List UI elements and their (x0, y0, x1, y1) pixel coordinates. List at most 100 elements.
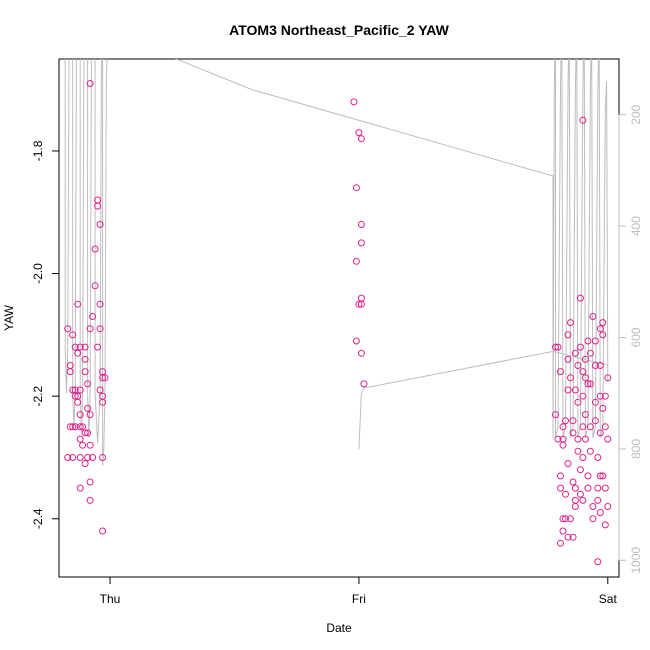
data-point (571, 503, 579, 510)
data-point (84, 454, 92, 461)
data-point (357, 239, 365, 247)
data-point (360, 380, 368, 388)
data-point (357, 300, 365, 308)
data-point (594, 496, 602, 504)
data-point (584, 484, 592, 492)
data-point (604, 374, 612, 382)
data-point (76, 423, 84, 431)
data-point (64, 325, 72, 333)
right-axis: 200 400 600 800 1000 (618, 104, 643, 574)
data-point (586, 447, 594, 455)
data-point (601, 423, 609, 431)
data-point (589, 503, 597, 510)
data-point (71, 343, 79, 351)
plot-border (58, 58, 620, 578)
data-point (562, 515, 569, 523)
data-point (594, 454, 602, 461)
data-point (557, 484, 564, 492)
data-point (81, 429, 89, 437)
data-point (79, 441, 87, 449)
data-point (591, 417, 599, 425)
data-point (584, 472, 592, 480)
y-tick-label: -1.8 (31, 140, 45, 161)
data-point (557, 472, 564, 480)
data-point (552, 411, 559, 419)
data-point (584, 337, 592, 345)
data-point (86, 478, 94, 486)
data-point (569, 417, 577, 425)
plot-frame (58, 58, 620, 578)
data-point (74, 300, 82, 308)
data-point (84, 429, 92, 437)
data-point (579, 454, 587, 461)
data-point (579, 116, 587, 124)
data-point (589, 313, 597, 320)
right-axis-tick-label: 800 (629, 439, 643, 459)
data-point (81, 343, 89, 351)
data-point (74, 349, 82, 357)
data-point (94, 196, 102, 204)
data-point (554, 343, 562, 351)
data-point (71, 392, 79, 400)
chart-title: ATOM3 Northeast_Pacific_2 YAW (229, 22, 449, 38)
data-point (564, 331, 572, 339)
data-point (596, 362, 604, 369)
data-point (576, 343, 584, 351)
data-point (589, 515, 597, 523)
data-point (76, 454, 84, 461)
x-tick-label: Sat (599, 592, 618, 606)
data-point (571, 349, 579, 357)
data-point (576, 466, 584, 474)
right-axis-tick-label: 1000 (629, 547, 643, 574)
data-point (96, 386, 104, 394)
depth-line-1 (64, 59, 609, 466)
data-point (564, 355, 572, 363)
data-point (562, 417, 569, 425)
data-point (76, 411, 84, 419)
data-point (586, 423, 594, 431)
y-tick-label: -2.4 (31, 508, 45, 529)
data-point (581, 411, 589, 419)
data-point (69, 423, 77, 431)
data-point (94, 343, 102, 351)
x-axis-label: Date (326, 621, 352, 635)
data-point (564, 460, 572, 468)
right-axis-tick-label: 200 (629, 104, 643, 124)
data-point (357, 135, 365, 143)
data-point (91, 245, 99, 253)
data-point (96, 300, 104, 308)
data-point (564, 386, 572, 394)
data-point (594, 558, 602, 566)
data-point (567, 319, 574, 327)
y-axis: -2.4 -2.2 -2.0 -1.8 (31, 140, 60, 529)
data-point (99, 374, 107, 382)
data-point (559, 515, 567, 523)
data-point (567, 374, 574, 382)
data-point (574, 398, 582, 406)
data-point (74, 398, 82, 406)
data-point (596, 325, 604, 333)
data-point (574, 362, 582, 369)
data-point (89, 313, 97, 320)
data-point (591, 398, 599, 406)
data-point (84, 404, 92, 412)
data-points (64, 80, 612, 566)
data-point (357, 294, 365, 302)
x-tick-label: Thu (100, 592, 121, 606)
data-point (69, 454, 77, 461)
data-point (86, 441, 94, 449)
data-point (564, 533, 572, 541)
data-point (86, 496, 94, 504)
data-point (594, 484, 602, 492)
y-tick-label: -2.2 (31, 385, 45, 406)
data-point (69, 331, 77, 339)
right-axis-tick-label: 400 (629, 216, 643, 236)
data-point (586, 349, 594, 357)
data-point (350, 98, 358, 106)
data-point (81, 368, 89, 376)
data-point (81, 355, 89, 363)
data-point (596, 509, 604, 517)
data-point (559, 441, 567, 449)
data-point (66, 423, 74, 431)
data-point (86, 411, 94, 419)
